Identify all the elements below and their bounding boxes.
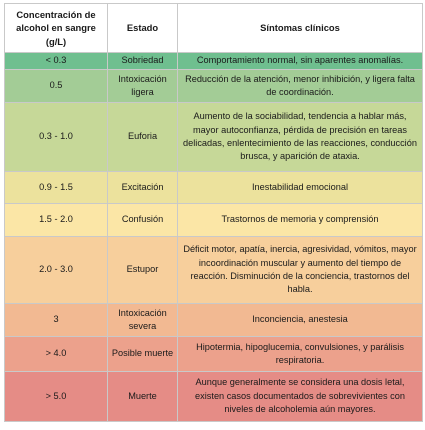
alcohol-table-container: Concentración de alcohol en sangre (g/L)… [4, 3, 423, 422]
table-row: > 4.0 Posible muerte Hipotermia, hipoglu… [4, 336, 423, 372]
table-row: 3 Intoxicación severa Inconciencia, anes… [4, 303, 423, 337]
cell-concentration: 0.5 [4, 69, 108, 103]
cell-symptoms: Inestabilidad emocional [177, 171, 423, 204]
table-row: > 5.0 Muerte Aunque generalmente se cons… [4, 371, 423, 422]
table-row: 0.5 Intoxicación ligera Reducción de la … [4, 69, 423, 103]
header-concentration: Concentración de alcohol en sangre (g/L) [4, 3, 108, 53]
header-row: Concentración de alcohol en sangre (g/L)… [4, 3, 423, 53]
cell-state: Posible muerte [107, 336, 178, 372]
cell-state: Intoxicación severa [107, 303, 178, 337]
table-row: 1.5 - 2.0 Confusión Trastornos de memori… [4, 203, 423, 237]
cell-concentration: < 0.3 [4, 52, 108, 70]
cell-state: Confusión [107, 203, 178, 237]
cell-concentration: 0.9 - 1.5 [4, 171, 108, 204]
table-row: < 0.3 Sobriedad Comportamiento normal, s… [4, 52, 423, 70]
table-row: 2.0 - 3.0 Estupor Déficit motor, apatía,… [4, 236, 423, 304]
cell-state: Intoxicación ligera [107, 69, 178, 103]
cell-state: Euforia [107, 102, 178, 172]
cell-symptoms: Hipotermia, hipoglucemia, convulsiones, … [177, 336, 423, 372]
cell-symptoms: Trastornos de memoria y comprensión [177, 203, 423, 237]
cell-symptoms: Comportamiento normal, sin aparentes ano… [177, 52, 423, 70]
cell-concentration: 1.5 - 2.0 [4, 203, 108, 237]
header-symptoms: Síntomas clínicos [177, 3, 423, 53]
cell-concentration: 3 [4, 303, 108, 337]
cell-symptoms: Aunque generalmente se considera una dos… [177, 371, 423, 422]
cell-concentration: > 5.0 [4, 371, 108, 422]
cell-state: Muerte [107, 371, 178, 422]
header-state: Estado [107, 3, 178, 53]
cell-symptoms: Inconciencia, anestesia [177, 303, 423, 337]
cell-concentration: 0.3 - 1.0 [4, 102, 108, 172]
cell-symptoms: Aumento de la sociabilidad, tendencia a … [177, 102, 423, 172]
cell-symptoms: Reducción de la atención, menor inhibici… [177, 69, 423, 103]
cell-concentration: 2.0 - 3.0 [4, 236, 108, 304]
table-row: 0.3 - 1.0 Euforia Aumento de la sociabil… [4, 102, 423, 172]
table-body: < 0.3 Sobriedad Comportamiento normal, s… [4, 52, 423, 422]
cell-state: Estupor [107, 236, 178, 304]
cell-concentration: > 4.0 [4, 336, 108, 372]
table-row: 0.9 - 1.5 Excitación Inestabilidad emoci… [4, 171, 423, 204]
cell-state: Sobriedad [107, 52, 178, 70]
cell-state: Excitación [107, 171, 178, 204]
cell-symptoms: Déficit motor, apatía, inercia, agresivi… [177, 236, 423, 304]
alcohol-levels-table: Concentración de alcohol en sangre (g/L)… [4, 3, 423, 422]
table-header: Concentración de alcohol en sangre (g/L)… [4, 3, 423, 53]
